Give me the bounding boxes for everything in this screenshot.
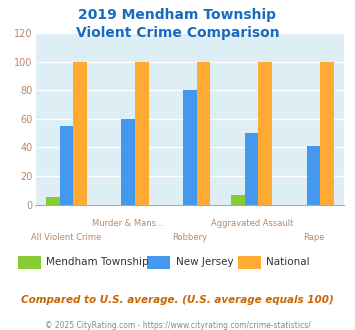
Bar — [46, 197, 60, 205]
Bar — [320, 62, 334, 205]
Text: Rape: Rape — [303, 233, 324, 242]
Bar — [245, 133, 258, 205]
Bar — [197, 62, 210, 205]
Text: Robbery: Robbery — [173, 233, 207, 242]
Bar — [183, 90, 197, 205]
Bar — [258, 62, 272, 205]
Text: Compared to U.S. average. (U.S. average equals 100): Compared to U.S. average. (U.S. average … — [21, 295, 334, 305]
Bar — [307, 146, 320, 205]
Bar — [121, 119, 135, 205]
Text: Murder & Mans...: Murder & Mans... — [92, 219, 164, 228]
Text: © 2025 CityRating.com - https://www.cityrating.com/crime-statistics/: © 2025 CityRating.com - https://www.city… — [45, 321, 310, 330]
Text: National: National — [266, 257, 310, 267]
Text: All Violent Crime: All Violent Crime — [31, 233, 102, 242]
Bar — [73, 62, 87, 205]
Text: Mendham Township: Mendham Township — [46, 257, 149, 267]
Bar — [231, 195, 245, 205]
Text: Aggravated Assault: Aggravated Assault — [211, 219, 293, 228]
Text: 2019 Mendham Township
Violent Crime Comparison: 2019 Mendham Township Violent Crime Comp… — [76, 8, 279, 40]
Bar — [135, 62, 148, 205]
Bar — [60, 126, 73, 205]
Text: New Jersey: New Jersey — [176, 257, 233, 267]
